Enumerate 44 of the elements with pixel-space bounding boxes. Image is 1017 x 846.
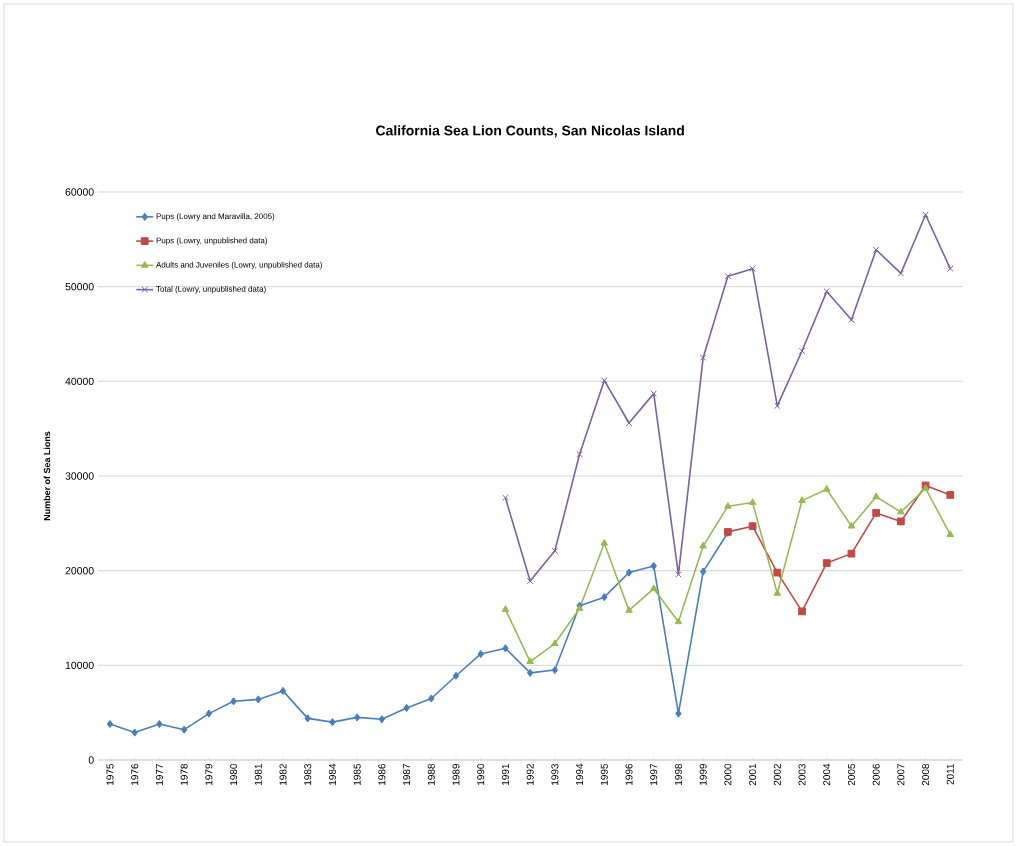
chart-title: California Sea Lion Counts, San Nicolas Island (376, 125, 684, 138)
x-tick-label: 2001 (749, 764, 757, 786)
y-tick-label: 10000 (65, 661, 94, 670)
x-tick-label: 1978 (180, 763, 188, 785)
x-tick-label: 1996 (625, 763, 633, 785)
x-tick-label: 1992 (526, 764, 534, 785)
y-tick-label: 50000 (65, 282, 94, 291)
x-tick-label: 1979 (205, 763, 213, 785)
x-tick-label: 1987 (403, 764, 411, 785)
x-tick-label: 1988 (427, 763, 435, 785)
y-tick-label: 30000 (65, 472, 94, 480)
x-tick-label: 1991 (501, 764, 509, 785)
y-tick-label: 0 (88, 756, 94, 764)
x-tick-label: 1982 (279, 764, 287, 785)
x-tick-label: 1990 (477, 763, 485, 785)
x-tick-label: 2008 (922, 763, 930, 786)
y-tick-label: 20000 (65, 566, 94, 575)
x-tick-label: 1998 (674, 763, 682, 785)
x-tick-label: 1981 (254, 764, 262, 785)
x-tick-label: 1995 (600, 763, 608, 785)
x-tick-label: 1975 (106, 763, 114, 785)
x-tick-label: 2006 (872, 763, 880, 786)
x-tick-label: 2011 (946, 764, 954, 785)
x-tick-label: 1986 (378, 763, 386, 785)
x-tick-label: 1997 (650, 764, 658, 785)
y-axis-title: Number of Sea Lions (43, 431, 51, 521)
x-tick-label: 2003 (798, 763, 806, 786)
x-tick-label: 1994 (576, 763, 584, 785)
x-tick-label: 2004 (823, 763, 831, 786)
x-tick-label: 1993 (551, 763, 559, 785)
x-tick-label: 1976 (131, 763, 139, 785)
x-tick-label: 1977 (155, 764, 163, 785)
x-tick-label: 2002 (773, 764, 781, 786)
y-tick-label: 60000 (65, 188, 94, 196)
x-tick-label: 1989 (452, 763, 460, 785)
x-tick-label: 1980 (230, 763, 238, 785)
x-tick-label: 1999 (699, 763, 707, 785)
x-tick-label: 2007 (897, 764, 905, 786)
x-tick-label: 1984 (328, 763, 336, 785)
x-tick-label: 1985 (353, 763, 361, 785)
y-tick-label: 40000 (65, 377, 94, 386)
x-tick-label: 1983 (304, 763, 312, 785)
x-tick-label: 2000 (724, 763, 732, 786)
x-tick-label: 2005 (847, 763, 855, 786)
